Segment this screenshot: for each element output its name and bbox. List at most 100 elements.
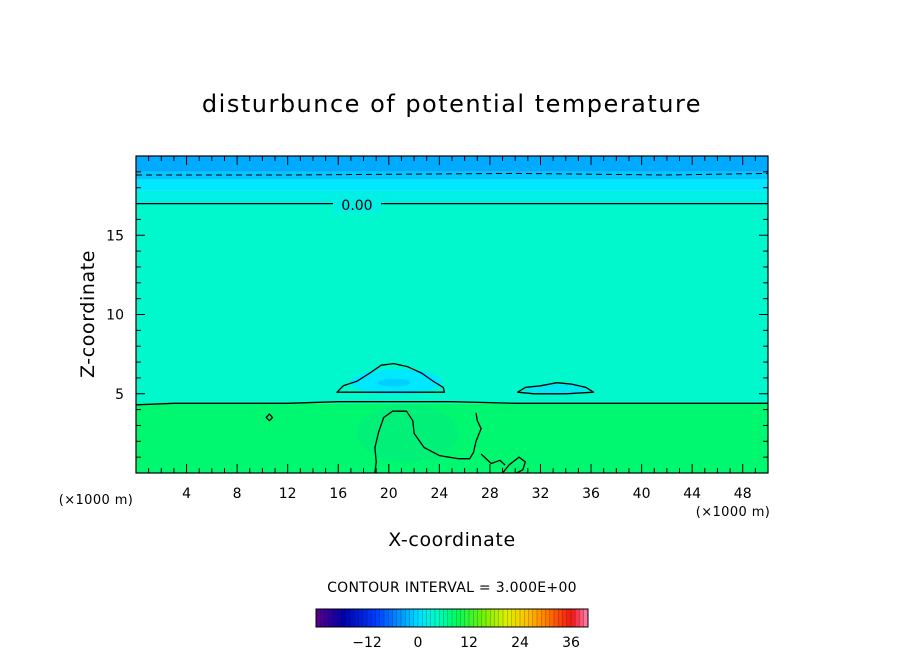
contour-interval: CONTOUR INTERVAL = 3.000E+00 (327, 580, 577, 596)
colorbar-segment (401, 609, 406, 627)
colorbar-segment (456, 609, 461, 627)
x-tick-label: 44 (683, 486, 701, 502)
x-tick-label: 24 (430, 486, 448, 502)
field-blob-1 (377, 378, 411, 387)
colorbar-segment (324, 609, 329, 627)
x-tick-label: 8 (233, 486, 242, 502)
colorbar-segment (384, 609, 389, 627)
colorbar-segment (379, 609, 385, 627)
colorbar-segment (443, 609, 448, 627)
colorbar-segment (413, 609, 419, 627)
colorbar-segment (405, 609, 410, 627)
colorbar-segment (520, 609, 525, 627)
colorbar-segment (388, 609, 393, 627)
x-tick-label: 20 (380, 486, 398, 502)
contour-line-6 (502, 456, 526, 473)
colorbar-segment (439, 609, 444, 627)
colorbar-segment (345, 609, 351, 627)
colorbar-segment (452, 609, 457, 627)
colorbar-segment (566, 609, 572, 627)
contour-lines (136, 172, 768, 473)
colorbar-segment (473, 609, 478, 627)
colorbar-tick-label: 12 (460, 635, 478, 651)
contour-line-7 (480, 453, 506, 466)
colorbar-segment (477, 609, 482, 627)
contour-line-8 (265, 413, 274, 422)
colorbar-segment (354, 609, 359, 627)
field-band-2 (136, 179, 768, 191)
contour-line-4 (517, 382, 595, 395)
x-tick-label: 32 (532, 486, 550, 502)
colorbar-segment (579, 609, 584, 627)
colorbar-segment (507, 609, 512, 627)
contour-line-1 (136, 172, 768, 176)
contour-label: 0.00 (341, 198, 372, 214)
colorbar-segment (426, 609, 431, 627)
colorbar-segment (537, 609, 542, 627)
colorbar-segment (460, 609, 465, 627)
colorbar-segment (337, 609, 342, 627)
x-tick-label: 40 (633, 486, 651, 502)
chart-title: disturbunce of potential temperature (202, 90, 702, 118)
colorbar-segment (562, 609, 567, 627)
colorbar-tick-label: 24 (511, 635, 529, 651)
x-tick-label: 36 (582, 486, 600, 502)
field-band-1 (136, 171, 768, 180)
colorbar-segment (494, 609, 499, 627)
colorbar-segment (396, 609, 402, 627)
field-band-4 (136, 203, 768, 404)
contour-line-2 (136, 401, 768, 406)
colorbar-segment (464, 609, 470, 627)
colorbar-segment (583, 609, 589, 627)
x-tick-label: 12 (279, 486, 297, 502)
colorbar-segment (409, 609, 414, 627)
colorbar-segment (554, 609, 559, 627)
colorbar-segment (333, 609, 338, 627)
colorbar-segment (503, 609, 508, 627)
colorbar-segment (367, 609, 372, 627)
contour-label-bg (333, 197, 381, 213)
x-tick-label: 4 (182, 486, 191, 502)
colorbar-segment (447, 609, 453, 627)
colorbar-segment (481, 609, 487, 627)
colorbar-segment (469, 609, 474, 627)
colorbar-segment (418, 609, 423, 627)
contour-line-5 (374, 410, 482, 473)
colorbar-segment (545, 609, 550, 627)
colorbar-segment (341, 609, 346, 627)
colorbar-segment (350, 609, 355, 627)
colorbar-segment (371, 609, 376, 627)
colorbar-segment (320, 609, 325, 627)
colorbar-tick-label: 36 (562, 635, 580, 651)
colorbar-segment (490, 609, 495, 627)
colorbar-segment (316, 609, 321, 627)
colorbar-segment (575, 609, 580, 627)
y-axis-label: Z-coordinate (77, 250, 99, 378)
colorbar-segment (558, 609, 563, 627)
y-tick-label: 15 (106, 228, 124, 244)
colorbar-segment (358, 609, 363, 627)
colorbar-segment (549, 609, 555, 627)
colorbar-segment (375, 609, 380, 627)
colorbar-segment (511, 609, 516, 627)
colorbar-segment (571, 609, 576, 627)
x-axis-label: X-coordinate (388, 529, 515, 551)
colorbar-segment (541, 609, 546, 627)
colorbar-frame (315, 608, 589, 628)
y-tick-label: 10 (106, 308, 124, 324)
colorbar-segment (422, 609, 427, 627)
x-tick-label: 16 (329, 486, 347, 502)
colorbar-segment (362, 609, 368, 627)
colorbar-segment (528, 609, 533, 627)
colorbar-segment (524, 609, 529, 627)
colorbar-segment (435, 609, 440, 627)
colorbar-tick-label: 0 (414, 635, 423, 651)
field-band-3 (136, 190, 768, 204)
colorbar-segment (392, 609, 397, 627)
field-blob-2 (522, 384, 589, 394)
contour-line-3 (336, 362, 446, 393)
x-unit-right: (×1000 m) (696, 505, 771, 520)
colorbar-segment (486, 609, 491, 627)
